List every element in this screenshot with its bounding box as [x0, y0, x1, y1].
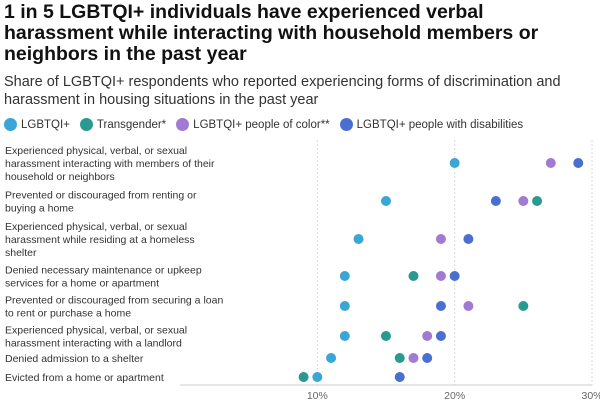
category-label: Prevented or discouraged from renting or…: [5, 190, 197, 215]
data-point: [435, 234, 446, 244]
category-label: Denied admission to a shelter: [5, 353, 144, 365]
data-point: [435, 331, 446, 341]
data-point: [339, 271, 350, 281]
data-point: [422, 331, 433, 341]
x-tick-label: 20%: [444, 390, 465, 402]
legend-dot-icon: [4, 118, 17, 131]
legend-item-people-of-color: LGBTQI+ people of color**: [176, 118, 330, 131]
data-point: [422, 353, 433, 363]
data-point: [394, 353, 405, 363]
legend-dot-icon: [339, 118, 353, 131]
data-point: [339, 301, 350, 311]
legend-label: LGBTQI+ people with disabilities: [356, 118, 524, 131]
data-point: [463, 234, 474, 244]
category-label: Evicted from a home or apartment: [5, 372, 164, 384]
data-point: [490, 196, 501, 206]
legend-dot-icon: [176, 118, 190, 131]
category-label: Experienced physical, verbal, or sexual h…: [5, 221, 195, 259]
data-point: [353, 234, 364, 244]
legend-label: LGBTQI+ people of color**: [193, 118, 330, 131]
data-point: [463, 301, 474, 311]
legend-item-lgbtqi: LGBTQI+: [4, 118, 70, 131]
category-label: Prevented or discouraged from securing a…: [5, 295, 223, 320]
legend-dot-icon: [79, 118, 93, 131]
data-point: [435, 271, 446, 281]
category-label: Experienced physical, verbal, or sexual h…: [5, 145, 215, 183]
data-point: [449, 271, 460, 281]
data-point: [298, 372, 309, 382]
data-point: [408, 271, 419, 281]
data-point: [339, 331, 350, 341]
data-point: [573, 158, 584, 168]
chart-title: 1 in 5 LGBTQI+ individuals have experien…: [4, 1, 539, 65]
data-point: [435, 301, 446, 311]
x-tick-label: 30%: [581, 390, 600, 402]
data-point: [532, 196, 543, 206]
x-tick-label: 10%: [307, 390, 328, 402]
category-label: Experienced physical, verbal, or sexual h…: [5, 325, 187, 350]
data-point: [326, 353, 337, 363]
legend-item-people-with-disabilities: LGBTQI+ people with disabilities: [339, 118, 524, 131]
data-point: [408, 353, 419, 363]
category-label: Denied necessary maintenance or upkeep se…: [5, 265, 202, 290]
data-point: [381, 331, 391, 341]
data-point: [545, 158, 556, 168]
data-point: [449, 158, 460, 168]
data-point: [518, 196, 529, 206]
legend-label: LGBTQI+: [21, 118, 70, 131]
data-point: [312, 372, 323, 382]
data-point: [518, 301, 529, 311]
chart-subtitle: Share of LGBTQI+ respondents who reporte…: [4, 74, 561, 108]
data-point: [394, 372, 405, 382]
chart-legend: LGBTQI+ Transgender* LGBTQI+ people of c…: [4, 118, 596, 131]
legend-item-transgender: Transgender*: [79, 118, 167, 131]
legend-label: Transgender*: [96, 118, 167, 131]
data-point: [381, 196, 391, 206]
